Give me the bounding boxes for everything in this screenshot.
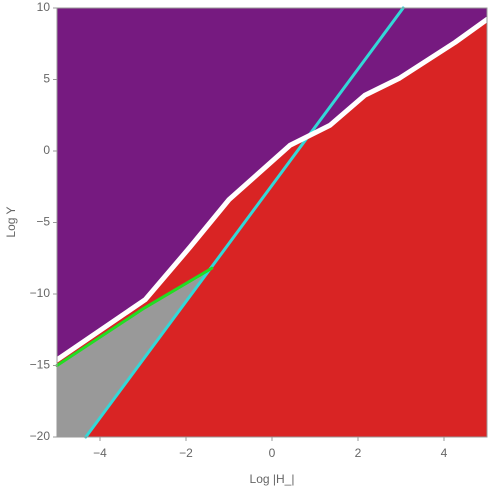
- y-tick-label: −10: [30, 286, 51, 300]
- x-tick-label: −4: [93, 446, 107, 460]
- x-tick-label: 4: [441, 446, 448, 460]
- x-tick-label: 2: [355, 446, 362, 460]
- y-tick-label: 10: [37, 0, 51, 14]
- curve: [55, 266, 214, 367]
- region-below: [57, 268, 212, 437]
- x-tick-label: 0: [269, 446, 276, 460]
- y-tick-label: 5: [43, 72, 50, 86]
- y-axis-label: Log Y: [4, 206, 18, 237]
- curve: [84, 6, 405, 439]
- y-tick-label: −5: [36, 215, 50, 229]
- region-above: [57, 8, 487, 360]
- x-axis-label: Log |H_|: [250, 472, 295, 486]
- x-tick-label: −2: [179, 446, 193, 460]
- y-tick-label: −20: [30, 429, 51, 443]
- y-tick-label: 0: [43, 143, 50, 157]
- y-tick-label: −15: [30, 358, 51, 372]
- curve: [54, 16, 490, 363]
